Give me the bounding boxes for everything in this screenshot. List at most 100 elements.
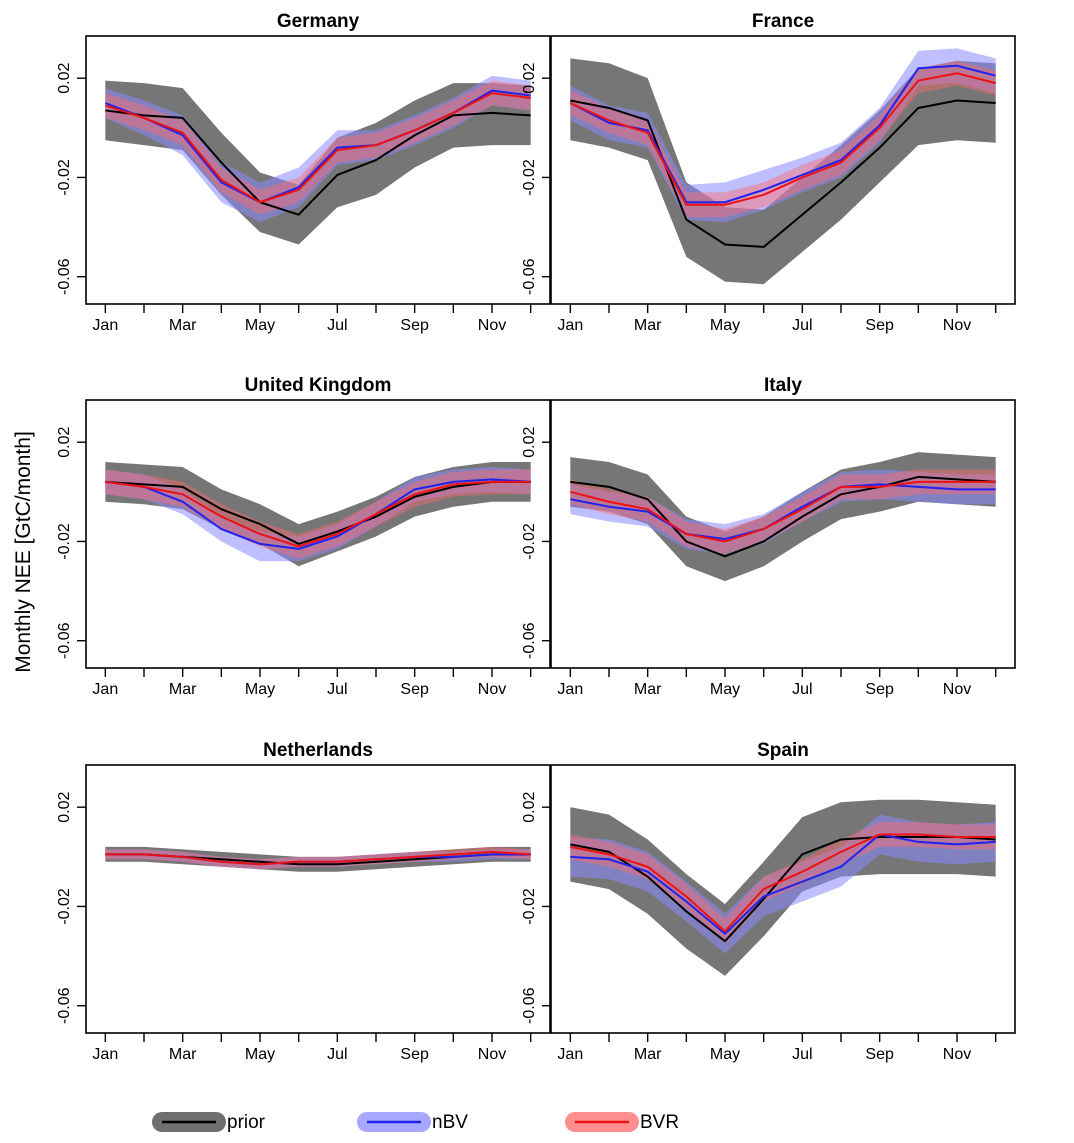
legend-item-nbv: nBV [357, 1112, 468, 1133]
x-tick-label: Nov [478, 317, 506, 334]
x-tick-label: May [710, 681, 740, 698]
legend-label: BVR [640, 1112, 679, 1133]
x-tick-label: Nov [943, 681, 971, 698]
band-bvr [105, 80, 531, 215]
x-tick-label: May [245, 317, 275, 334]
y-tick-label: -0.02 [56, 888, 73, 925]
line-bvr [569, 72, 996, 206]
band-nbv [105, 75, 531, 223]
x-tick-label: Jul [792, 317, 812, 334]
band-nbv [105, 849, 531, 870]
y-tick-label: -0.02 [521, 523, 538, 560]
x-tick-label: Mar [169, 1046, 197, 1063]
line-bvr [105, 92, 531, 204]
y-tick-label: -0.06 [521, 987, 538, 1024]
panel-spain: Spain Jan Mar May Jul Sep Nov 0.02 -0.02 -0.06 [521, 740, 1016, 1063]
line-bvr [570, 480, 996, 543]
x-tick-label: Mar [169, 681, 197, 698]
x-tick-label: Nov [943, 317, 971, 334]
x-tick-label: Jan [92, 1046, 118, 1063]
band-bvr [570, 822, 996, 944]
x-tick-label: Mar [169, 317, 197, 334]
x-tick-label: Sep [400, 1046, 429, 1063]
y-tick-label: -0.06 [56, 258, 73, 295]
y-axis-label: Monthly NEE [GtC/month] [12, 431, 35, 673]
plot-frame [550, 764, 1016, 1034]
y-tick-label: 0.02 [521, 792, 538, 823]
x-tick-label: Jul [327, 317, 347, 334]
y-tick-label: 0.02 [56, 63, 73, 94]
line-nbv [570, 483, 996, 540]
x-tick-label: May [710, 1046, 740, 1063]
y-tick-label: -0.06 [56, 622, 73, 659]
panel-title: Germany [277, 11, 360, 32]
band-bvr [570, 60, 996, 218]
line-bvr [570, 833, 996, 933]
plot-frame [85, 399, 551, 669]
legend: prior nBV BVR [152, 1112, 679, 1133]
panel-title: Netherlands [263, 740, 373, 761]
x-tick-label: Mar [634, 681, 662, 698]
x-tick-label: Sep [865, 317, 894, 334]
x-tick-label: Jan [557, 317, 583, 334]
panel-title: Spain [757, 740, 809, 761]
panel-germany: Germany Jan Mar May Jul Sep Nov 0.02 -0.02 -0.06 [56, 11, 551, 334]
x-tick-label: May [245, 681, 275, 698]
band-nbv [105, 467, 531, 562]
panel-title: Italy [764, 375, 802, 396]
band-bvr [105, 846, 531, 870]
x-tick-label: Jan [557, 1046, 583, 1063]
plot-frame [85, 764, 551, 1034]
legend-item-prior: prior [152, 1112, 266, 1133]
y-tick-label: -0.02 [56, 523, 73, 560]
y-tick-label: -0.06 [521, 258, 538, 295]
x-tick-label: Jul [327, 1046, 347, 1063]
legend-label: prior [227, 1112, 266, 1133]
x-tick-label: Nov [478, 1046, 506, 1063]
plot-frame [550, 399, 1016, 669]
x-tick-label: Jul [792, 681, 812, 698]
x-tick-label: Jan [92, 317, 118, 334]
y-tick-label: -0.02 [521, 888, 538, 925]
panel-united-kingdom: United Kingdom Jan Mar May Jul Sep Nov 0.02 -0.0… [56, 375, 551, 698]
line-nbv [105, 478, 531, 550]
line-prior [105, 109, 531, 216]
panels: Germany Jan Mar May Jul Sep Nov 0.02 -0.02 -0.06 F… [56, 11, 1016, 1063]
line-prior [570, 835, 996, 943]
y-tick-label: 0.02 [56, 427, 73, 458]
x-tick-label: Sep [865, 1046, 894, 1063]
x-tick-label: Mar [634, 1046, 662, 1063]
x-tick-label: Jul [327, 681, 347, 698]
x-tick-label: Mar [634, 317, 662, 334]
x-tick-label: Nov [943, 1046, 971, 1063]
line-prior [570, 475, 996, 558]
x-tick-label: Jul [792, 1046, 812, 1063]
panel-netherlands: Netherlands Jan Mar May Jul Sep Nov 0.02 -0.02 -0… [56, 740, 551, 1063]
y-tick-label: -0.02 [521, 159, 538, 196]
band-nbv [570, 814, 996, 954]
panel-italy: Italy Jan Mar May Jul Sep Nov 0.02 -0.02 -0.06 [521, 375, 1016, 698]
band-nbv [570, 48, 996, 223]
panel-france: France Jan Mar May Jul Sep Nov 0.02 -0.02 -0.06 [521, 11, 1016, 334]
line-prior [570, 99, 996, 248]
line-nbv [569, 64, 996, 204]
x-tick-label: May [710, 317, 740, 334]
plot-frame [85, 35, 551, 305]
legend-item-bvr: BVR [565, 1112, 679, 1133]
y-tick-label: 0.02 [521, 427, 538, 458]
line-bvr [105, 850, 531, 866]
panel-title: France [752, 11, 814, 32]
panel-title: United Kingdom [245, 375, 392, 396]
band-nbv [570, 469, 996, 554]
x-tick-label: Sep [865, 681, 894, 698]
x-tick-label: Nov [478, 681, 506, 698]
line-prior [105, 480, 531, 545]
x-tick-label: May [245, 1046, 275, 1063]
plot-frame [550, 35, 1016, 305]
y-tick-label: -0.06 [56, 987, 73, 1024]
x-tick-label: Sep [400, 681, 429, 698]
line-bvr [105, 480, 531, 548]
x-tick-label: Jan [557, 681, 583, 698]
y-tick-label: -0.06 [521, 622, 538, 659]
